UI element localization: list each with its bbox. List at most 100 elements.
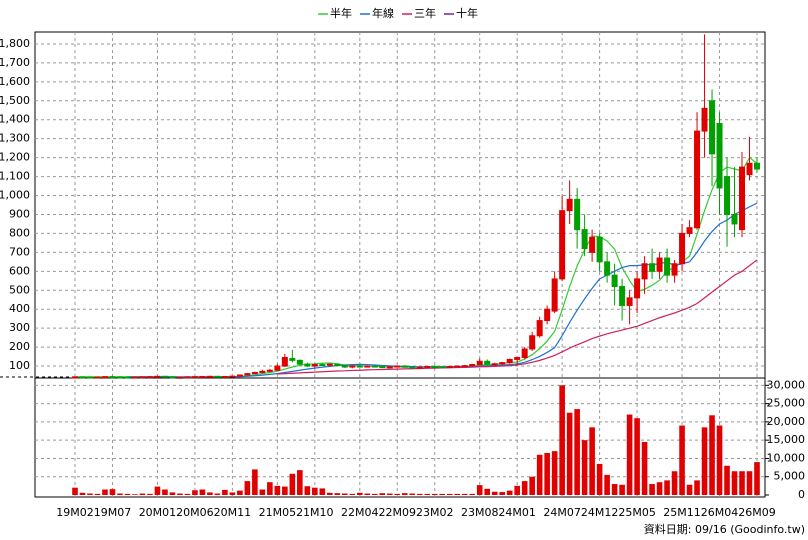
candle-body — [184, 376, 191, 379]
volume-bar — [364, 493, 371, 495]
candle-body — [551, 278, 558, 312]
candle-body — [206, 375, 213, 378]
candle-body — [754, 162, 760, 170]
candle-body — [364, 365, 371, 368]
volume-bar — [139, 493, 146, 495]
volume-bar — [671, 471, 678, 495]
x-tick-label: 22M04 — [341, 506, 379, 519]
volume-bar — [611, 484, 618, 495]
candle-body — [589, 236, 596, 253]
volume-bar — [184, 493, 191, 495]
y2-tick-label: 0 — [798, 488, 805, 501]
volume-bar — [574, 409, 580, 495]
x-tick-label: 23M02 — [416, 506, 454, 519]
candle-body — [626, 297, 633, 306]
candle-body — [424, 365, 431, 368]
volume-bar — [544, 452, 550, 495]
candle-body — [131, 376, 138, 379]
volume-bar — [679, 425, 685, 495]
candle-body — [274, 365, 281, 371]
volume-bar — [746, 471, 753, 495]
volume-bar — [409, 493, 416, 495]
candle-body — [709, 100, 716, 155]
candle-body — [251, 372, 258, 375]
volume-bar — [394, 493, 401, 495]
volume-bar — [229, 492, 236, 495]
x-tick-label: 25M05 — [618, 506, 656, 519]
volume-bar — [589, 427, 595, 495]
y-tick-label: 1,400 — [0, 113, 30, 126]
volume-bar — [499, 492, 505, 495]
volume-bar — [559, 385, 565, 495]
candle-body — [146, 376, 153, 379]
volume-bar — [199, 489, 206, 495]
volume-bar — [581, 440, 588, 495]
candle-body — [454, 365, 461, 368]
y-tick-label: 1,700 — [0, 56, 30, 69]
volume-bar — [177, 493, 183, 495]
x-tick-label: 24M12 — [581, 506, 619, 519]
x-tick-label: 22M09 — [379, 506, 417, 519]
volume-bar — [356, 492, 363, 495]
candle-body — [394, 365, 401, 368]
candle-body — [619, 285, 626, 306]
volume-bar — [289, 473, 296, 495]
candle-body — [746, 162, 753, 176]
volume-bar — [154, 486, 161, 495]
candle-body — [289, 357, 296, 361]
volume-bar — [596, 463, 603, 495]
x-tick-label: 19M02 — [56, 506, 94, 519]
volume-bar — [454, 493, 461, 495]
candle-body — [334, 363, 341, 367]
y-tick-label: 700 — [9, 245, 30, 258]
candle-body — [559, 210, 566, 280]
candle-body — [304, 363, 311, 367]
volume-bar — [297, 470, 303, 495]
volume-bar — [386, 493, 393, 495]
candle-body — [566, 198, 573, 212]
volume-bar — [656, 482, 663, 495]
volume-bar — [484, 488, 490, 495]
candle-body — [244, 373, 251, 376]
x-tick-label: 21M05 — [259, 506, 297, 519]
volume-bar — [79, 492, 86, 495]
volume-bar — [716, 425, 723, 495]
volume-bar — [124, 493, 131, 495]
y-tick-label: 400 — [9, 302, 30, 315]
legend-label: 十年 — [456, 6, 478, 20]
candle-body — [461, 365, 468, 368]
volume-bar — [252, 469, 258, 495]
volume-bar — [169, 492, 176, 495]
candle-body — [604, 261, 611, 276]
candle-body — [266, 369, 273, 372]
candle-body — [229, 375, 236, 378]
volume-bar — [312, 487, 318, 495]
candle-body — [739, 166, 746, 231]
volume-bar — [192, 490, 198, 495]
legend-label: 半年 — [330, 6, 352, 20]
volume-bar — [87, 493, 93, 495]
candle-body — [221, 375, 228, 378]
candle-body — [536, 320, 543, 337]
volume-bar — [739, 471, 745, 495]
candle-body — [124, 376, 131, 379]
x-tick-label: 26M09 — [738, 506, 776, 519]
candle-body — [649, 263, 656, 272]
volume-bar — [634, 418, 640, 495]
y2-tick-label: 25,000 — [767, 397, 806, 410]
candle-body — [214, 375, 221, 378]
candle-body — [499, 362, 506, 365]
x-tick-label: 19M07 — [94, 506, 132, 519]
volume-bar — [371, 493, 378, 495]
y2-tick-label: 20,000 — [767, 415, 806, 428]
x-tick-label: 20M11 — [214, 506, 252, 519]
volume-bar — [476, 485, 483, 495]
candle-body — [349, 365, 356, 368]
y2-tick-label: 5,000 — [774, 470, 806, 483]
volume-bar — [132, 494, 138, 495]
volume-bar — [342, 493, 348, 495]
candle-body — [79, 376, 86, 379]
volume-bar — [491, 491, 498, 495]
y-tick-label: 1,800 — [0, 37, 30, 50]
volume-bar — [551, 451, 558, 495]
